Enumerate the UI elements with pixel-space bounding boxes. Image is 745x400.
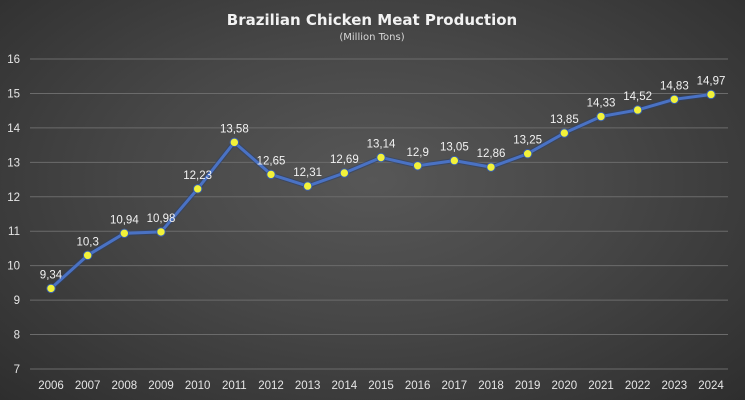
y-tick-label: 12 [7,192,20,204]
chart-subtitle: (Million Tons) [339,32,404,43]
data-label: 13,58 [220,123,249,135]
x-tick-label: 2007 [75,380,101,392]
data-label: 13,25 [513,135,542,147]
data-label: 12,69 [330,154,359,166]
y-axis: 7 8 9 10 11 12 13 14 15 16 [7,54,20,376]
y-tick-label: 9 [14,295,20,307]
data-point [559,128,570,138]
x-tick-label: 2009 [148,380,174,392]
data-label: 14,33 [587,98,616,110]
data-point [46,283,56,294]
series-line-shadow [48,91,714,291]
x-tick-label: 2018 [478,380,504,392]
data-point [339,168,350,178]
x-tick-label: 2012 [258,380,284,392]
data-point [449,155,460,166]
data-point [266,169,276,180]
x-tick-label: 2022 [625,380,651,392]
y-tick-label: 15 [7,88,20,100]
data-label: 14,97 [697,75,726,87]
data-point [119,228,130,238]
y-tick-label: 13 [7,157,20,169]
data-label: 13,85 [550,114,579,126]
data-label: 12,86 [477,148,506,160]
y-tick-label: 11 [8,226,20,238]
data-label: 10,98 [147,213,176,225]
data-point [302,181,313,191]
data-label: 12,65 [257,155,286,167]
gridlines [30,58,728,370]
data-label: 12,9 [406,147,428,159]
data-point [596,111,606,122]
x-tick-label: 2014 [332,380,358,392]
y-tick-label: 16 [7,54,20,66]
data-point [156,227,166,237]
x-tick-label: 2008 [112,380,138,392]
data-label: 12,31 [293,167,322,179]
x-tick-label: 2016 [405,380,431,392]
data-point [669,94,680,105]
y-tick-label: 8 [14,330,20,342]
data-point [82,250,93,261]
x-axis: 2006 2007 2008 2009 2010 2011 2012 2013 2014 2015… [38,380,724,392]
data-point [486,162,496,172]
x-tick-label: 2017 [442,380,468,392]
data-point [522,149,533,159]
data-point [412,161,423,171]
data-point [376,152,386,163]
data-label: 10,3 [76,236,98,248]
x-tick-label: 2024 [698,380,724,392]
x-tick-label: 2020 [552,380,578,392]
data-label: 13,05 [440,142,469,154]
x-tick-label: 2006 [38,380,64,392]
chart-title: Brazilian Chicken Meat Production [227,11,517,29]
data-label: 12,23 [183,170,212,182]
data-point [192,184,203,194]
data-point [229,137,240,148]
data-labels: 9,34 10,3 10,94 10,98 12,23 13,58 12,65 12,31 12… [40,75,726,281]
data-label: 13,14 [367,139,396,151]
x-tick-label: 2019 [515,380,541,392]
y-tick-label: 14 [7,123,20,135]
series-line [49,92,713,290]
x-tick-label: 2021 [588,380,614,392]
data-label: 10,94 [110,214,139,226]
x-tick-label: 2015 [368,380,394,392]
x-tick-label: 2013 [295,380,321,392]
data-point [632,105,643,115]
x-tick-label: 2010 [185,380,211,392]
data-label: 9,34 [40,269,63,281]
markers [46,89,716,294]
x-tick-label: 2011 [222,380,247,392]
data-point [706,89,716,100]
x-tick-label: 2023 [662,380,688,392]
y-tick-label: 10 [7,261,20,273]
y-tick-label: 7 [14,364,20,376]
data-label: 14,83 [660,80,689,92]
data-label: 14,52 [623,91,652,103]
series [48,91,714,291]
